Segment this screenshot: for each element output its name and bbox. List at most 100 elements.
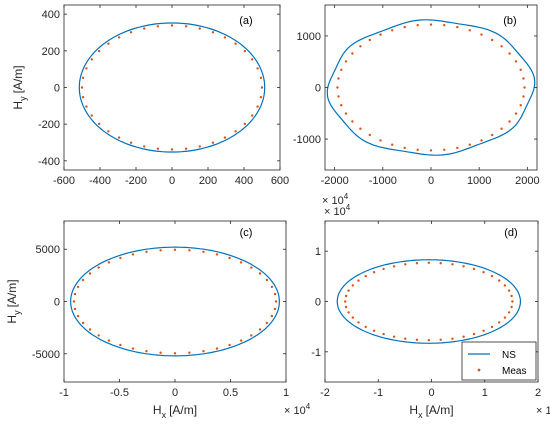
x-tick-label: -1 — [59, 387, 69, 399]
y-axis-label: Hy[A/m] — [5, 279, 22, 323]
meas-point — [500, 127, 503, 130]
legend-ns-label: NS — [502, 350, 516, 361]
meas-point — [391, 143, 394, 146]
meas-point — [456, 25, 459, 29]
axes-box — [324, 4, 538, 171]
meas-point — [81, 321, 85, 325]
y-tick-label: -1000 — [293, 134, 321, 146]
meas-point — [482, 329, 485, 332]
meas-point — [119, 343, 122, 347]
panel-a: -600 -400 -200 0 200 400 600 -400 -200 0 200 400 (a)… — [11, 4, 289, 187]
x-tick-label: -400 — [89, 175, 111, 187]
meas-point — [468, 143, 471, 146]
x-tick-label: 1 — [482, 387, 488, 399]
meas-point — [159, 351, 162, 354]
meas-point — [522, 77, 525, 80]
meas-point — [443, 148, 446, 151]
meas-point — [251, 58, 254, 61]
meas-point — [131, 347, 135, 350]
axes-box — [63, 4, 281, 171]
meas-point — [519, 68, 522, 72]
meas-point — [73, 307, 77, 311]
y-tick-label: -400 — [38, 156, 60, 168]
meas-point — [256, 67, 259, 70]
meas-point — [107, 42, 110, 45]
meas-point — [259, 76, 263, 80]
meas-point — [239, 261, 243, 264]
y-exponent-label: × 104 — [324, 203, 351, 218]
x-tick-label: 1000 — [467, 175, 491, 187]
x-tick-label: 0 — [428, 175, 434, 187]
meas-point — [198, 27, 201, 30]
x-tick-label: -2 — [320, 387, 330, 399]
meas-point — [368, 133, 371, 137]
meas-point — [491, 133, 494, 137]
meas-point — [81, 96, 85, 99]
meas-point — [145, 350, 148, 353]
meas-point — [344, 294, 348, 298]
meas-point — [76, 314, 80, 318]
y-tick-label: 1 — [315, 246, 321, 258]
x-tick-label: 0 — [428, 387, 434, 399]
axes-box — [63, 220, 287, 383]
panel-c: -1 -0.5 0 0.5 1 -5000 0 5000 (c) Hy[A/m] Hx [A/m] × … — [5, 220, 311, 420]
meas-point — [119, 256, 122, 260]
panel-tag: (d) — [504, 227, 517, 239]
meas-point — [173, 248, 177, 251]
meas-point — [260, 86, 264, 89]
x-tick-label: -1 — [373, 387, 383, 399]
meas-point — [404, 337, 407, 340]
legend-meas-label: Meas — [502, 366, 526, 377]
meas-point — [251, 114, 254, 117]
meas-point — [439, 262, 442, 265]
meas-point — [523, 86, 526, 89]
panel-d: -2 -1 0 1 2 -1 0 1 (d) Hx[A/m] × 104 × 104 NS Meas — [311, 203, 550, 420]
meas-point — [439, 338, 442, 341]
meas-point — [258, 328, 262, 331]
meas-point — [198, 145, 201, 148]
ns-curve — [78, 22, 266, 153]
meas-point — [270, 314, 274, 318]
meas-point — [514, 60, 518, 63]
meas-point — [97, 334, 100, 337]
meas-point — [90, 114, 94, 117]
legend: NS Meas — [461, 341, 537, 381]
meas-point — [403, 146, 406, 150]
meas-point — [107, 261, 111, 264]
meas-point — [462, 265, 465, 268]
meas-point — [482, 271, 485, 274]
x-tick-label: -2000 — [321, 175, 349, 187]
meas-point — [359, 45, 362, 48]
x-tick-label: 0 — [169, 175, 175, 187]
meas-point — [462, 335, 465, 338]
meas-point — [117, 36, 121, 39]
meas-point — [337, 77, 340, 80]
panel-tag: (c) — [240, 227, 253, 239]
x-tick-label: -200 — [125, 175, 147, 187]
meas-point — [88, 272, 92, 275]
meas-point — [351, 316, 354, 319]
meas-point — [359, 127, 362, 130]
meas-point — [364, 274, 367, 278]
meas-point — [202, 250, 205, 253]
meas-point — [372, 329, 376, 332]
meas-point — [107, 130, 110, 133]
meas-point — [107, 339, 111, 342]
meas-point — [170, 148, 174, 151]
meas-point — [202, 350, 205, 353]
meas-point — [429, 23, 433, 26]
meas-point — [274, 300, 278, 303]
meas-point — [498, 321, 501, 324]
meas-point — [403, 25, 406, 29]
meas-point — [143, 27, 146, 30]
x-tick-label: 600 — [271, 175, 289, 187]
meas-point — [468, 29, 471, 32]
y-tick-label: 400 — [42, 9, 60, 21]
meas-point — [243, 49, 246, 53]
meas-point — [416, 148, 419, 151]
meas-point — [211, 31, 215, 34]
meas-point — [415, 338, 419, 341]
meas-point — [265, 321, 269, 325]
meas-point — [211, 141, 215, 144]
